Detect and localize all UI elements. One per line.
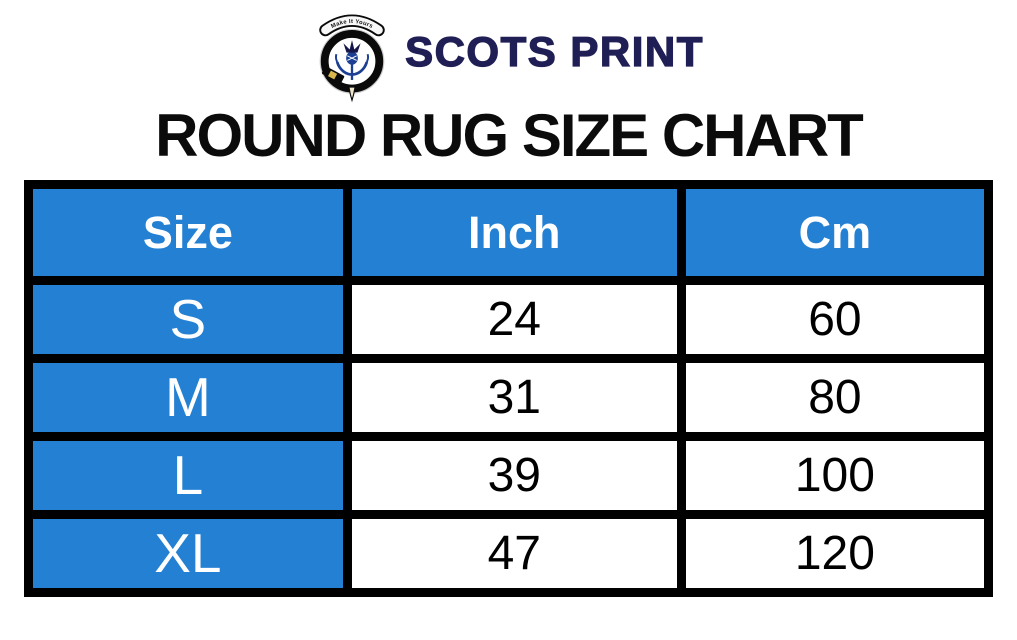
banner-ribbon-icon: Make It Yours — [319, 14, 385, 37]
table-row: L 39 100 — [24, 432, 994, 519]
column-header-inch: Inch — [342, 180, 686, 285]
page-title: ROUND RUG SIZE CHART — [155, 102, 864, 169]
table-body: S 24 60 M 31 80 L 39 100 XL 47 120 — [24, 276, 994, 597]
clan-badge-icon: Make It Yours — [319, 14, 385, 102]
brand-header: Make It Yours SCOTS PRINT — [0, 0, 1017, 104]
size-cell: M — [24, 354, 352, 441]
inch-cell: 39 — [342, 432, 686, 519]
size-cell: S — [24, 276, 352, 363]
size-chart-table: Size Inch Cm S 24 60 M 31 80 L 39 100 XL… — [24, 180, 994, 597]
inch-cell: 47 — [342, 510, 686, 597]
table-row: XL 47 120 — [24, 510, 994, 597]
table-row: M 31 80 — [24, 354, 994, 441]
thistle-icon — [334, 40, 370, 80]
brand-name: SCOTS PRINT — [404, 27, 704, 75]
table-header: Size Inch Cm — [24, 180, 994, 285]
cm-cell: 60 — [676, 276, 994, 363]
banner-text: Make It Yours — [330, 19, 373, 30]
cm-cell: 80 — [676, 354, 994, 441]
buckle-icon — [322, 66, 356, 102]
cm-cell: 100 — [676, 432, 994, 519]
inch-cell: 31 — [342, 354, 686, 441]
cm-cell: 120 — [676, 510, 994, 597]
table-row: S 24 60 — [24, 276, 994, 363]
inch-cell: 24 — [342, 276, 686, 363]
column-header-size: Size — [24, 180, 352, 285]
size-cell: XL — [24, 510, 352, 597]
size-cell: L — [24, 432, 352, 519]
svg-text:Make It Yours: Make It Yours — [330, 19, 374, 30]
column-header-cm: Cm — [676, 180, 994, 285]
header-row: Size Inch Cm — [24, 180, 994, 285]
